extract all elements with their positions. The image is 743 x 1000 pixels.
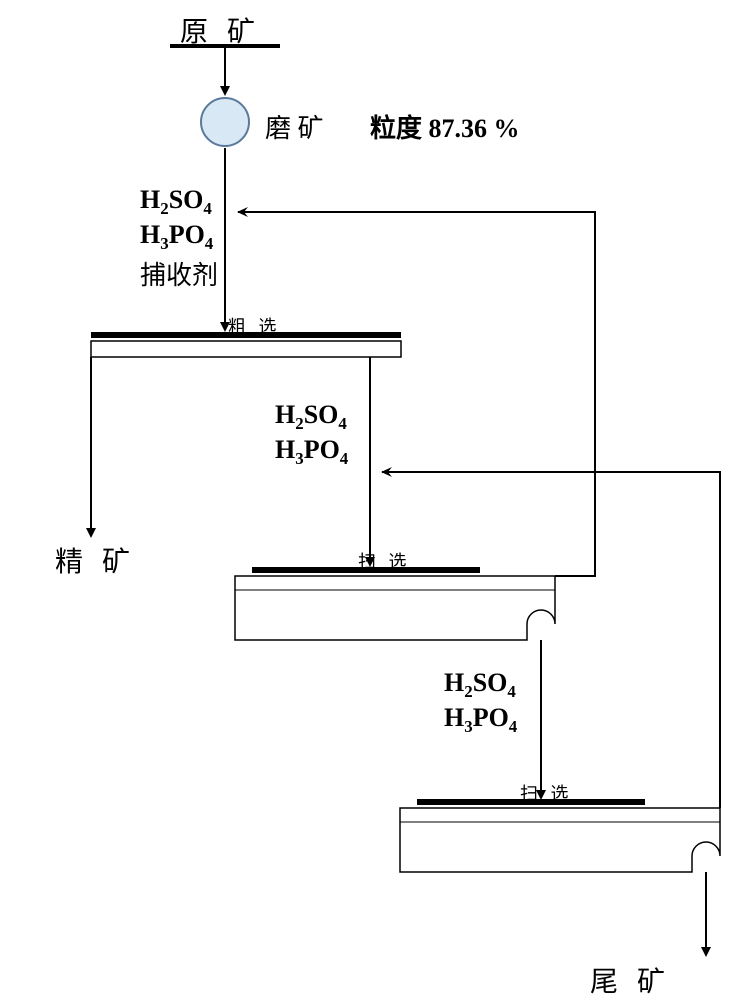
scavenger2-cell: [400, 802, 720, 872]
recycle-line-1: [238, 212, 595, 576]
rougher-cell: [91, 335, 401, 357]
flowchart-svg: [0, 0, 743, 1000]
scavenger1-cell: [235, 570, 555, 640]
grinding-circle: [201, 98, 249, 146]
